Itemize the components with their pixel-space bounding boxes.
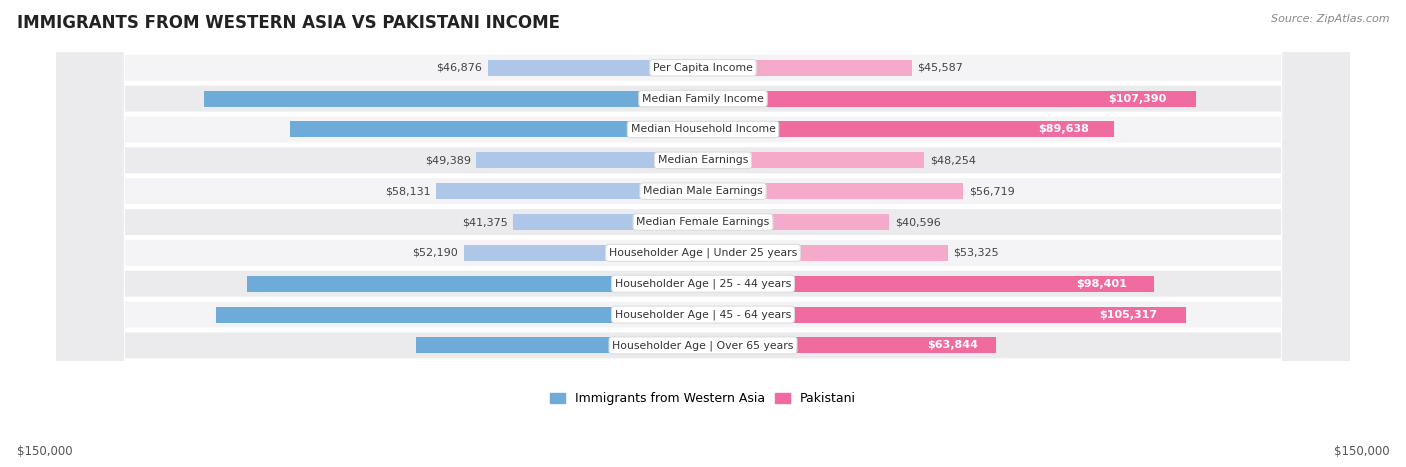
Text: $62,645: $62,645: [686, 340, 737, 350]
FancyBboxPatch shape: [56, 0, 1350, 467]
Text: Householder Age | Under 25 years: Householder Age | Under 25 years: [609, 248, 797, 258]
Text: $40,596: $40,596: [894, 217, 941, 227]
Text: $150,000: $150,000: [17, 445, 73, 458]
Bar: [703, 245, 948, 261]
Bar: [703, 276, 1154, 292]
Text: $52,190: $52,190: [412, 248, 458, 258]
FancyBboxPatch shape: [56, 0, 1350, 467]
Bar: [703, 121, 1114, 137]
FancyBboxPatch shape: [56, 0, 1350, 467]
Text: $98,401: $98,401: [1077, 279, 1128, 289]
Bar: [703, 152, 924, 168]
Text: $56,719: $56,719: [969, 186, 1014, 196]
FancyBboxPatch shape: [56, 0, 1350, 467]
Text: $107,390: $107,390: [1108, 93, 1166, 104]
Text: Median Female Earnings: Median Female Earnings: [637, 217, 769, 227]
FancyBboxPatch shape: [56, 0, 1350, 467]
Text: Per Capita Income: Per Capita Income: [652, 63, 754, 73]
Bar: [215, 306, 703, 323]
FancyBboxPatch shape: [56, 0, 1350, 467]
Text: $58,131: $58,131: [385, 186, 430, 196]
Text: $105,317: $105,317: [1099, 310, 1157, 319]
Bar: [464, 245, 703, 261]
Text: $89,638: $89,638: [1039, 125, 1090, 134]
Bar: [246, 276, 703, 292]
Text: $99,516: $99,516: [676, 279, 727, 289]
Text: $41,375: $41,375: [463, 217, 508, 227]
Bar: [204, 91, 703, 106]
Bar: [477, 152, 703, 168]
Text: $150,000: $150,000: [1333, 445, 1389, 458]
Text: Median Earnings: Median Earnings: [658, 156, 748, 165]
FancyBboxPatch shape: [56, 0, 1350, 467]
Text: IMMIGRANTS FROM WESTERN ASIA VS PAKISTANI INCOME: IMMIGRANTS FROM WESTERN ASIA VS PAKISTAN…: [17, 14, 560, 32]
Text: $46,876: $46,876: [437, 63, 482, 73]
Bar: [488, 60, 703, 76]
FancyBboxPatch shape: [56, 0, 1350, 467]
Text: $63,844: $63,844: [928, 340, 979, 350]
Bar: [703, 60, 912, 76]
Text: $45,587: $45,587: [918, 63, 963, 73]
Text: Householder Age | 45 - 64 years: Householder Age | 45 - 64 years: [614, 309, 792, 320]
Text: $108,691: $108,691: [673, 93, 731, 104]
Bar: [703, 91, 1195, 106]
Text: $106,217: $106,217: [673, 310, 733, 319]
Bar: [703, 337, 995, 354]
Bar: [703, 214, 889, 230]
Bar: [703, 183, 963, 199]
Text: Source: ZipAtlas.com: Source: ZipAtlas.com: [1271, 14, 1389, 24]
Bar: [703, 306, 1187, 323]
FancyBboxPatch shape: [56, 0, 1350, 467]
Text: $90,005: $90,005: [678, 125, 728, 134]
Bar: [416, 337, 703, 354]
Text: Median Male Earnings: Median Male Earnings: [643, 186, 763, 196]
Text: Median Family Income: Median Family Income: [643, 93, 763, 104]
Bar: [436, 183, 703, 199]
Text: $53,325: $53,325: [953, 248, 998, 258]
Legend: Immigrants from Western Asia, Pakistani: Immigrants from Western Asia, Pakistani: [546, 387, 860, 410]
Text: Householder Age | Over 65 years: Householder Age | Over 65 years: [612, 340, 794, 351]
Text: $49,389: $49,389: [425, 156, 471, 165]
Text: Median Household Income: Median Household Income: [630, 125, 776, 134]
Bar: [513, 214, 703, 230]
Text: Householder Age | 25 - 44 years: Householder Age | 25 - 44 years: [614, 278, 792, 289]
FancyBboxPatch shape: [56, 0, 1350, 467]
Text: $48,254: $48,254: [929, 156, 976, 165]
Bar: [290, 121, 703, 137]
